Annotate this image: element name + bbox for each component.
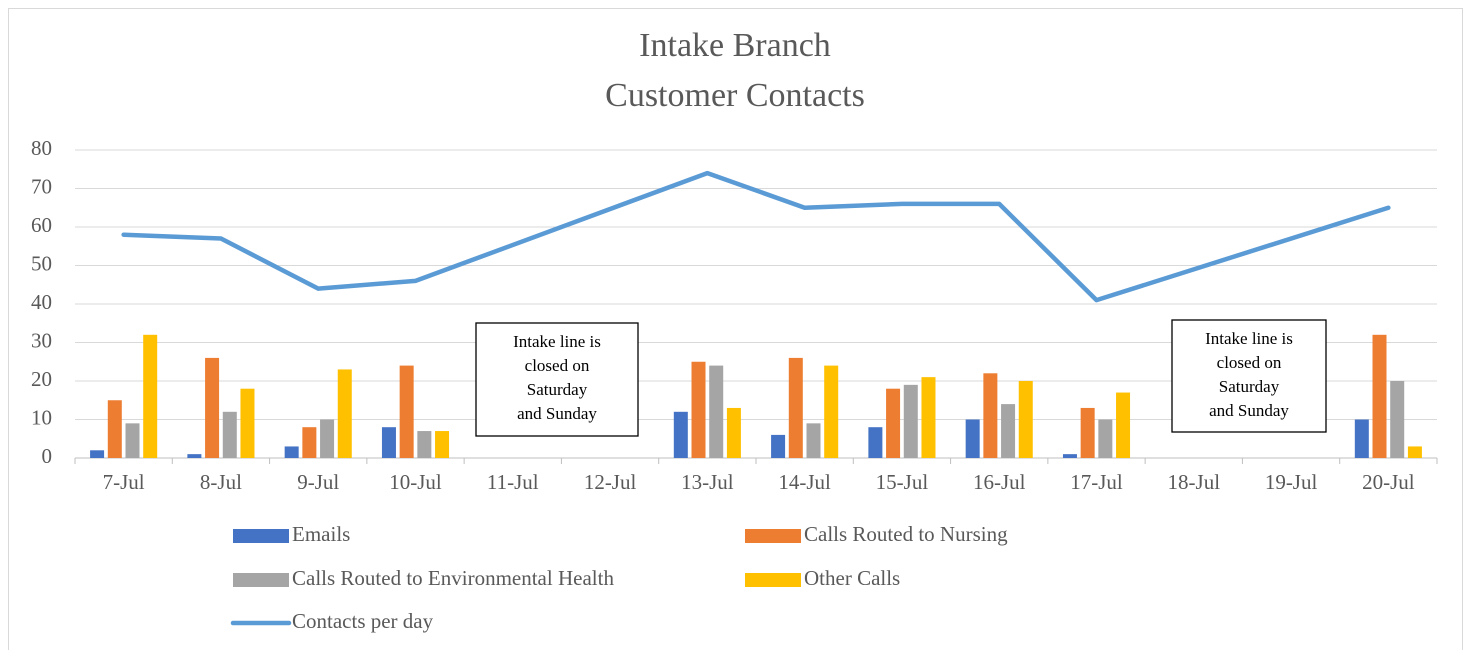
- bar: [1390, 381, 1405, 458]
- y-tick-label: 60: [31, 213, 52, 237]
- y-tick-label: 0: [42, 444, 53, 468]
- bar: [399, 365, 414, 458]
- bar: [903, 384, 918, 458]
- bar: [726, 407, 741, 458]
- bar: [107, 400, 122, 458]
- annotation-text: and Sunday: [1209, 401, 1289, 420]
- bar: [965, 419, 980, 458]
- bar: [1080, 407, 1095, 458]
- x-tick-label: 7-Jul: [103, 470, 145, 494]
- legend-label: Other Calls: [804, 566, 900, 590]
- bar: [1098, 419, 1113, 458]
- legend-label: Contacts per day: [292, 609, 434, 633]
- bar: [1062, 454, 1077, 458]
- x-tick-label: 20-Jul: [1362, 470, 1415, 494]
- bar: [1354, 419, 1369, 458]
- bar: [90, 450, 105, 458]
- bar: [824, 365, 839, 458]
- bar: [691, 361, 706, 458]
- legend-label: Calls Routed to Environmental Health: [292, 566, 614, 590]
- legend-swatch: [745, 529, 801, 543]
- annotation-text: closed on: [525, 356, 590, 375]
- bar: [302, 427, 317, 458]
- x-tick-label: 10-Jul: [389, 470, 442, 494]
- annotation-text: Intake line is: [513, 332, 601, 351]
- bar: [1018, 381, 1033, 458]
- x-tick-label: 12-Jul: [584, 470, 637, 494]
- bar: [381, 427, 396, 458]
- bar: [240, 388, 255, 458]
- bar: [709, 365, 724, 458]
- bar: [983, 373, 998, 458]
- y-tick-label: 20: [31, 367, 52, 391]
- bar: [788, 357, 803, 458]
- annotation-text: closed on: [1217, 353, 1282, 372]
- legend-swatch: [233, 529, 289, 543]
- y-tick-label: 40: [31, 290, 52, 314]
- chart-title: Intake Branch: [639, 27, 831, 64]
- bar: [1001, 404, 1016, 458]
- x-tick-label: 18-Jul: [1168, 470, 1221, 494]
- x-tick-label: 9-Jul: [297, 470, 339, 494]
- bar: [222, 411, 237, 458]
- bar: [1407, 446, 1422, 458]
- bar: [771, 434, 786, 458]
- annotation-text: Saturday: [527, 380, 588, 399]
- x-tick-label: 13-Jul: [681, 470, 734, 494]
- x-tick-label: 19-Jul: [1265, 470, 1318, 494]
- x-tick-label: 8-Jul: [200, 470, 242, 494]
- x-tick-label: 16-Jul: [973, 470, 1026, 494]
- bar: [143, 334, 158, 458]
- bar: [673, 411, 688, 458]
- bar: [1372, 334, 1387, 458]
- bar: [417, 431, 432, 458]
- bar: [205, 357, 220, 458]
- y-tick-label: 50: [31, 251, 52, 275]
- x-tick-label: 17-Jul: [1070, 470, 1123, 494]
- line: [121, 170, 1391, 303]
- legend-label: Emails: [292, 522, 350, 546]
- bar: [125, 423, 140, 458]
- y-tick-label: 30: [31, 328, 52, 352]
- chart-subtitle: Customer Contacts: [605, 77, 865, 114]
- bar: [921, 377, 936, 458]
- bar: [187, 454, 202, 458]
- legend-swatch: [233, 573, 289, 587]
- bar: [284, 446, 299, 458]
- bar: [320, 419, 335, 458]
- annotation-text: Intake line is: [1205, 329, 1293, 348]
- bar: [435, 431, 450, 458]
- y-tick-label: 70: [31, 174, 52, 198]
- y-tick-label: 10: [31, 405, 52, 429]
- x-tick-label: 15-Jul: [876, 470, 929, 494]
- bar: [868, 427, 883, 458]
- legend-swatch: [745, 573, 801, 587]
- y-tick-label: 80: [31, 136, 52, 160]
- annotation-box: [1171, 319, 1327, 433]
- bar: [806, 423, 821, 458]
- x-tick-label: 14-Jul: [778, 470, 831, 494]
- bar: [1116, 392, 1131, 458]
- x-tick-label: 11-Jul: [487, 470, 539, 494]
- bar: [886, 388, 901, 458]
- legend-label: Calls Routed to Nursing: [804, 522, 1008, 546]
- annotation-text: and Sunday: [517, 404, 597, 423]
- bar: [337, 369, 352, 458]
- annotation-text: Saturday: [1219, 377, 1280, 396]
- annotation-box: [475, 322, 639, 437]
